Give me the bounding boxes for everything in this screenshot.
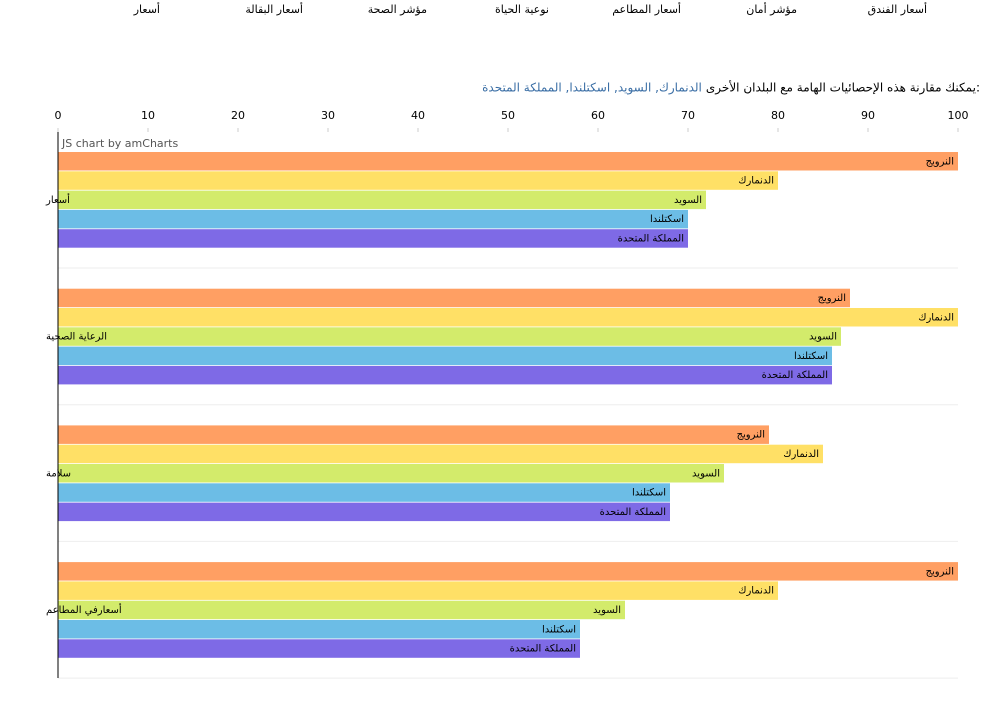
bar xyxy=(58,365,832,385)
bar xyxy=(58,464,724,483)
bar-label: الدنمارك xyxy=(738,176,774,187)
nav-item[interactable]: أسعار الفندق xyxy=(868,2,927,16)
bar-label: السويد xyxy=(674,195,702,206)
bar xyxy=(58,308,958,327)
category-label: الرعاية الصحية xyxy=(46,332,107,343)
bar-label: السويد xyxy=(692,468,720,479)
bar-label: الدنمارك xyxy=(738,586,774,597)
bar xyxy=(58,581,778,600)
bar xyxy=(58,483,670,502)
bar-label: اسكتلندا xyxy=(632,488,666,499)
intro-text: يمكنك مقارنة هذه الإحصائيات الهامة مع ال… xyxy=(706,80,980,96)
category-label: أسعارفي المطاعم xyxy=(46,603,122,616)
credit: JS chart by amCharts xyxy=(61,137,178,150)
bar-label: اسكتلندا xyxy=(794,351,828,362)
bar-label: السويد xyxy=(809,332,837,343)
x-tick-label: 90 xyxy=(861,109,875,122)
nav-item[interactable]: أسعار البقالة xyxy=(245,2,303,16)
x-tick-label: 20 xyxy=(231,109,245,122)
x-tick-label: 60 xyxy=(591,109,605,122)
bar xyxy=(58,190,706,210)
bar-label: المملكة المتحدة xyxy=(510,644,576,655)
x-tick-label: 0 xyxy=(55,109,62,122)
bar-label: النرويج xyxy=(818,293,846,304)
nav-item[interactable]: مؤشر الصحة xyxy=(368,3,427,16)
nav-item[interactable]: مؤشر أمان xyxy=(746,2,797,16)
bar xyxy=(58,209,688,229)
bar-label: النرويج xyxy=(737,430,765,441)
bar xyxy=(58,444,823,464)
bar-label: اسكتلندا xyxy=(650,214,684,225)
x-tick-label: 10 xyxy=(141,109,155,122)
bar xyxy=(58,502,670,522)
bar xyxy=(58,639,580,658)
bar xyxy=(58,327,841,346)
x-tick-label: 40 xyxy=(411,109,425,122)
x-tick-label: 80 xyxy=(771,109,785,122)
bar xyxy=(58,229,688,248)
bar xyxy=(58,620,580,639)
x-tick-label: 30 xyxy=(321,109,335,122)
category-label: سلامة xyxy=(46,468,71,479)
x-tick-label: 50 xyxy=(501,109,515,122)
bar-label: السويد xyxy=(593,605,621,616)
bar-label: النرويج xyxy=(926,566,954,577)
bar-label: المملكة المتحدة xyxy=(600,507,666,518)
intro-links[interactable]: الدنمارك, السويد, اسكتلندا, المملكة المت… xyxy=(482,81,702,96)
nav-item[interactable]: أسعار xyxy=(133,2,160,16)
nav-item[interactable]: نوعية الحياة xyxy=(495,3,549,16)
bar xyxy=(58,288,850,308)
nav-item[interactable]: أسعار المطاعم xyxy=(612,2,681,16)
bar-label: الدنمارك xyxy=(918,312,954,323)
bar-label: النرويج xyxy=(926,156,954,167)
bar xyxy=(58,152,958,171)
bar xyxy=(58,562,958,581)
bar-label: اسكتلندا xyxy=(542,624,576,635)
x-tick-label: 100 xyxy=(948,109,969,122)
bar-label: الدنمارك xyxy=(783,449,819,460)
bar xyxy=(58,425,769,444)
bar xyxy=(58,171,778,190)
x-tick-label: 70 xyxy=(681,109,695,122)
bar xyxy=(58,600,625,620)
bar xyxy=(58,346,832,366)
bar-label: المملكة المتحدة xyxy=(618,233,684,244)
bar-label: المملكة المتحدة xyxy=(762,370,828,381)
